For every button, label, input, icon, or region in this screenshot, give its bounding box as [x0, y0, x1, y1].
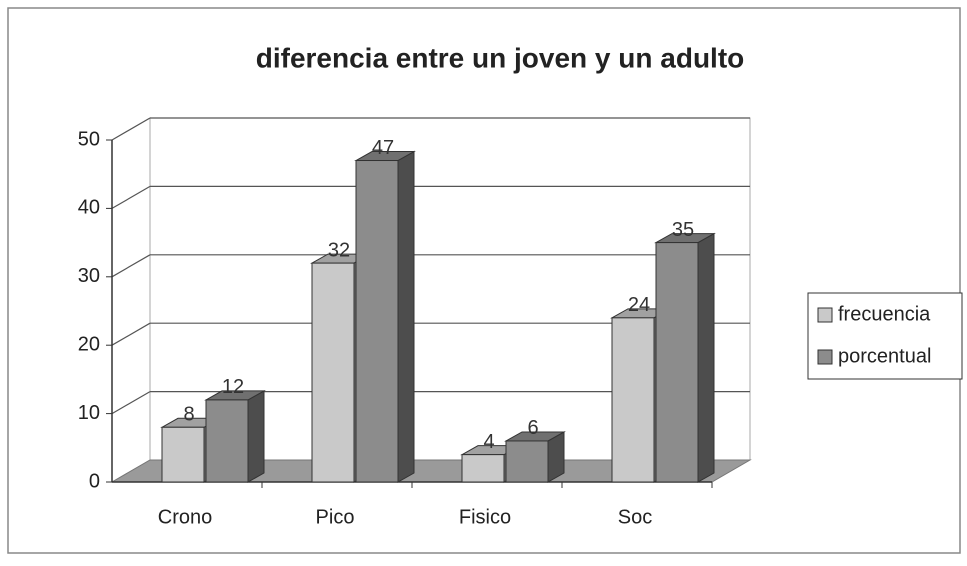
grid-line-side: [111, 117, 151, 141]
x-tick-label: Fisico: [459, 506, 511, 528]
bar: [611, 317, 655, 483]
bar: [205, 399, 249, 483]
bar-side: [397, 150, 415, 483]
data-label: 32: [328, 239, 350, 261]
grid-line-side: [111, 391, 151, 415]
y-tick-label: 30: [78, 265, 100, 287]
bar: [461, 454, 505, 483]
data-label: 24: [628, 294, 650, 316]
y-tick-label: 40: [78, 197, 100, 219]
bar-side: [697, 232, 715, 483]
chart-title: diferencia entre un joven y un adulto: [256, 42, 745, 73]
y-tick-label: 50: [78, 128, 100, 150]
legend-label: frecuencia: [838, 303, 931, 325]
data-label: 4: [483, 431, 494, 453]
data-label: 35: [672, 219, 694, 241]
x-tick-label: Pico: [316, 506, 355, 528]
grid-line-side: [111, 322, 151, 346]
bar: [311, 262, 355, 483]
y-tick-label: 10: [78, 402, 100, 424]
legend-label: porcentual: [838, 345, 931, 367]
data-label: 12: [222, 376, 244, 398]
data-label: 8: [183, 404, 194, 426]
y-tick-label: 20: [78, 333, 100, 355]
side-wall: [111, 117, 151, 483]
bar: [161, 426, 205, 483]
bar-side: [247, 390, 265, 483]
bar: [355, 160, 399, 483]
legend-box: [807, 292, 963, 380]
x-tick-label: Soc: [618, 506, 652, 528]
data-label: 6: [527, 417, 538, 439]
grid-line-side: [111, 254, 151, 278]
legend-swatch: [817, 307, 833, 323]
bar: [655, 242, 699, 483]
x-tick-label: Crono: [158, 506, 212, 528]
y-tick-label: 0: [89, 470, 100, 492]
bar: [505, 440, 549, 483]
grid-line-side: [111, 185, 151, 209]
data-label: 47: [372, 137, 394, 159]
legend-swatch: [817, 349, 833, 365]
